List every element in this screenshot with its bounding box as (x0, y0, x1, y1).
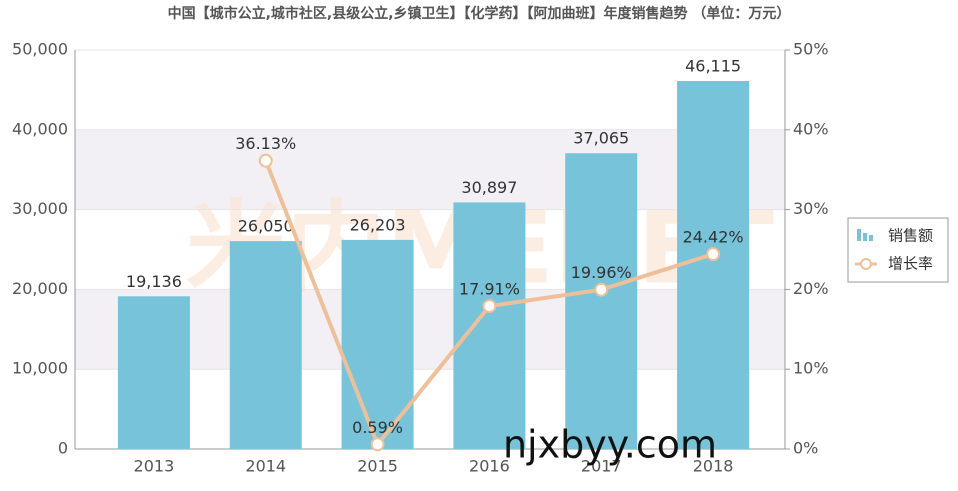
chart-title: 中国【城市公立,城市社区,县级公立,乡镇卫生】【化学药】【阿加曲班】年度销售趋势… (168, 5, 791, 22)
bar (565, 153, 638, 449)
value-label: 36.13% (235, 134, 296, 153)
y-tick-label: 30,000 (12, 199, 68, 218)
x-tick-label: 2018 (693, 457, 734, 476)
value-label: 19,136 (126, 272, 182, 291)
bar (677, 81, 750, 450)
y-tick-label: 40,000 (12, 119, 68, 138)
y-tick-label: 50,000 (12, 40, 68, 59)
bar (229, 241, 302, 449)
y-tick-label: 10,000 (12, 359, 68, 378)
y2-tick-label: 30% (793, 199, 829, 218)
value-label: 46,115 (685, 57, 741, 76)
x-tick-label: 2013 (134, 457, 175, 476)
y2-tick-label: 0% (793, 439, 818, 458)
value-label: 26,203 (350, 215, 406, 234)
point (706, 247, 721, 262)
bar (117, 296, 190, 449)
point (258, 153, 273, 168)
grid-band (75, 289, 785, 370)
value-label: 24.42% (683, 228, 744, 247)
y2-tick-label: 40% (793, 119, 829, 138)
legend-label: 增长率 (888, 255, 933, 273)
value-label: 17.91% (459, 280, 520, 299)
point (370, 437, 385, 452)
value-label: 19.96% (571, 263, 632, 282)
x-tick-label: 2014 (245, 457, 286, 476)
value-label: 0.59% (352, 418, 403, 437)
point (594, 282, 609, 297)
y2-tick-label: 50% (793, 40, 829, 59)
bar (453, 202, 526, 449)
value-label: 26,050 (238, 217, 294, 236)
value-label: 30,897 (461, 178, 517, 197)
legend-box (847, 217, 949, 283)
x-tick-label: 2016 (469, 457, 510, 476)
point (482, 299, 497, 314)
x-tick-label: 2015 (357, 457, 398, 476)
legend-swatch (869, 235, 873, 241)
x-tick-label: 2017 (581, 457, 622, 476)
legend-label: 销售额 (888, 227, 933, 245)
y2-tick-label: 20% (793, 279, 829, 298)
value-label: 37,065 (573, 129, 629, 148)
watermark: njxbyy.com (503, 423, 717, 467)
legend-swatch (863, 233, 867, 241)
y2-tick-label: 10% (793, 359, 829, 378)
legend-swatch (857, 229, 861, 241)
y-tick-label: 20,000 (12, 279, 68, 298)
grid-band (75, 129, 785, 210)
legend-swatch (860, 258, 872, 270)
y-tick-label: 0 (58, 439, 68, 458)
